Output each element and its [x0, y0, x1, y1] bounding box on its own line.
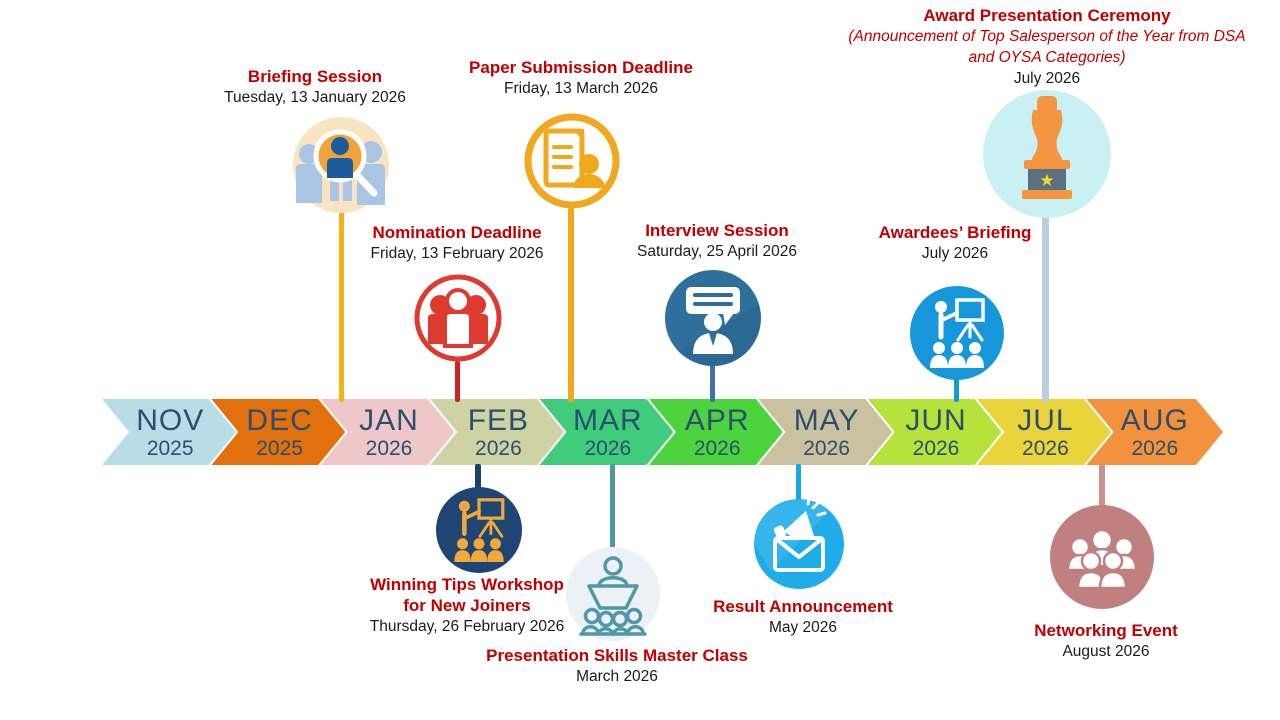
month-label: MAY [794, 404, 860, 437]
month-label: JUN [905, 404, 966, 437]
audience-search-icon [293, 117, 389, 213]
event-date: March 2026 [576, 668, 658, 685]
event-subtitle: (Announcement of Top Salesperson of the … [848, 28, 1246, 66]
connector-networking-event [1099, 464, 1105, 510]
year-label: 2026 [694, 437, 741, 460]
event-title: Networking Event [1034, 621, 1178, 640]
presenter-board-icon [436, 487, 522, 573]
year-label: 2025 [256, 437, 303, 460]
month-label: JUL [1017, 404, 1073, 437]
event-briefing-session: Briefing Session Tuesday, 13 January 202… [224, 66, 406, 108]
trophy-statue-icon: ★ [983, 90, 1111, 218]
event-title: Paper Submission Deadline [469, 58, 693, 77]
event-title: Award Presentation Ceremony [923, 6, 1171, 25]
month-label: MAR [573, 404, 643, 437]
event-master-class: Presentation Skills Master Class March 2… [486, 645, 748, 687]
event-title: Nomination Deadline [372, 223, 542, 242]
month-label: APR [685, 404, 750, 437]
event-date: Friday, 13 March 2026 [504, 80, 658, 97]
connector-awardees-briefing [954, 378, 959, 402]
megaphone-envelope-icon [754, 499, 844, 589]
month-label: AUG [1121, 404, 1189, 437]
event-interview-session: Interview Session Saturday, 25 April 202… [637, 220, 797, 262]
month-label: NOV [136, 404, 204, 437]
event-date: Tuesday, 13 January 2026 [224, 89, 406, 106]
timeline-band: NOV 2025 DEC 2025 JAN 2026 FEB 2026 MAR 2026 APR 20… [97, 397, 1226, 472]
year-label: 2026 [366, 437, 413, 460]
event-date: July 2026 [1013, 70, 1081, 87]
month-label: FEB [468, 404, 529, 437]
event-title: Briefing Session [247, 67, 383, 86]
event-date: July 2026 [921, 245, 989, 262]
month-label: DEC [246, 404, 312, 437]
people-group-icon [413, 273, 503, 363]
event-awardees-briefing: Awardees’ Briefing July 2026 [879, 222, 1032, 264]
year-label: 2026 [1131, 437, 1178, 460]
event-title: Awardees’ Briefing [878, 223, 1032, 242]
connector-nomination-deadline [455, 361, 460, 402]
connector-award-ceremony [1042, 215, 1049, 402]
timeline-segment-aug [1082, 397, 1226, 467]
month-label: JAN [359, 404, 419, 437]
event-date: May 2026 [768, 619, 838, 636]
year-label: 2026 [913, 437, 960, 460]
speech-bubble-person-icon [665, 270, 761, 366]
event-award-ceremony: Award Presentation Ceremony (Announcemen… [847, 5, 1247, 89]
speaker-podium-audience-icon [566, 547, 660, 641]
year-label: 2025 [147, 437, 194, 460]
event-networking-event: Networking Event August 2026 [1034, 620, 1178, 662]
event-title: Presentation Skills Master Class [486, 646, 748, 665]
timeline-arrow-band: NOV2025DEC2025JAN2026FEB2026MAR2026APR20… [97, 397, 1226, 467]
connector-interview-session [710, 364, 715, 402]
event-paper-submission: Paper Submission Deadline Friday, 13 Mar… [469, 57, 693, 99]
connector-briefing-session [339, 211, 344, 402]
people-crowd-icon [1050, 505, 1154, 609]
event-title: Winning Tips Workshop for New Joiners [370, 575, 564, 615]
connector-result-announcement [796, 464, 801, 504]
connector-winning-tips [475, 464, 481, 492]
event-date: Thursday, 26 February 2026 [369, 618, 565, 635]
year-label: 2026 [803, 437, 850, 460]
connector-paper-submission [568, 208, 574, 402]
document-person-icon [523, 112, 621, 210]
year-label: 2026 [584, 437, 631, 460]
event-nomination-deadline: Nomination Deadline Friday, 13 February … [371, 222, 544, 264]
event-winning-tips-workshop: Winning Tips Workshop for New Joiners Th… [360, 574, 575, 637]
svg-text:★: ★ [1039, 171, 1054, 190]
event-title: Interview Session [645, 221, 789, 240]
event-date: August 2026 [1062, 643, 1150, 660]
event-result-announcement: Result Announcement May 2026 [713, 596, 893, 638]
year-label: 2026 [1022, 437, 1069, 460]
year-label: 2026 [475, 437, 522, 460]
event-date: Saturday, 25 April 2026 [637, 243, 797, 260]
connector-master-class [610, 464, 615, 562]
presenter-board-icon [910, 286, 1004, 380]
event-date: Friday, 13 February 2026 [370, 245, 544, 262]
event-title: Result Announcement [713, 597, 893, 616]
